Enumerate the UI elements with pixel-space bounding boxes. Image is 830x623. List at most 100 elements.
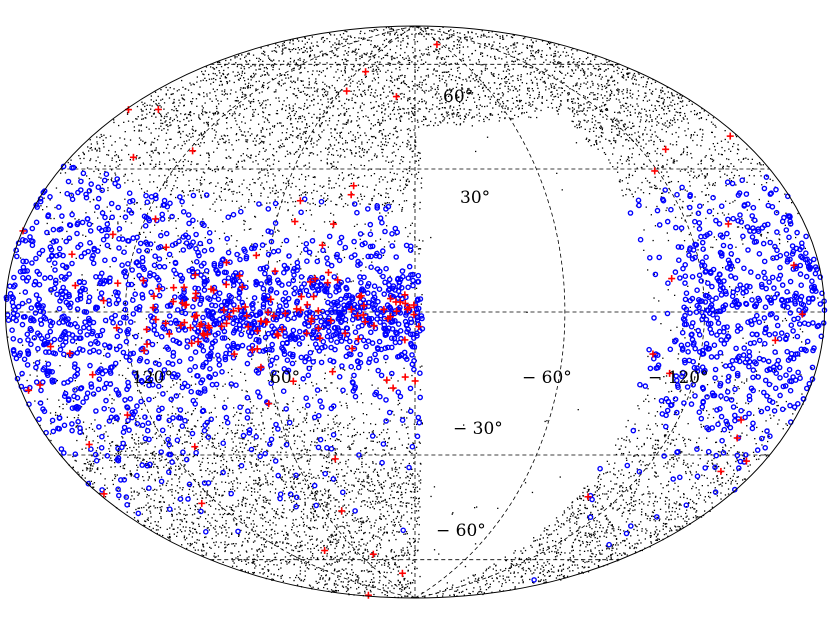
background-point (339, 196, 341, 198)
background-point (289, 119, 292, 121)
background-point (418, 66, 420, 69)
background-point (258, 57, 260, 60)
background-point (427, 46, 429, 48)
background-point (662, 522, 665, 525)
background-point (514, 50, 517, 52)
background-point (652, 110, 654, 112)
background-point (590, 513, 592, 515)
background-point (474, 543, 477, 545)
background-point (231, 532, 233, 534)
background-point (557, 569, 560, 571)
background-point (490, 72, 492, 74)
background-point (602, 507, 604, 509)
background-point (684, 115, 686, 117)
background-point (326, 163, 329, 165)
background-point (609, 505, 612, 507)
background-point (626, 68, 628, 70)
background-point (450, 63, 452, 65)
background-point (214, 434, 216, 436)
background-point (307, 548, 309, 550)
background-point (280, 577, 282, 579)
background-point (452, 116, 454, 118)
background-point (513, 571, 515, 573)
background-point (146, 190, 148, 192)
background-point (366, 39, 369, 41)
background-point (377, 480, 379, 482)
background-point (345, 590, 348, 593)
background-point (271, 537, 273, 539)
background-point (221, 472, 223, 475)
background-point (368, 532, 371, 534)
background-point (383, 515, 385, 518)
background-point (287, 435, 289, 437)
background-point (498, 581, 500, 583)
background-point (109, 266, 111, 268)
background-point (316, 538, 318, 540)
background-point (600, 478, 602, 480)
background-point (351, 51, 353, 53)
background-point (157, 521, 159, 523)
background-point (199, 463, 202, 465)
background-point (645, 532, 647, 534)
background-point (655, 185, 657, 187)
background-point (344, 203, 347, 205)
background-point (618, 111, 620, 113)
background-point (335, 533, 338, 535)
background-point (663, 465, 665, 468)
background-point (369, 203, 371, 205)
background-point (651, 120, 653, 122)
background-point (610, 89, 612, 91)
background-point (448, 101, 450, 103)
background-point (255, 367, 257, 369)
background-point (380, 122, 383, 124)
background-point (160, 99, 162, 101)
background-point (579, 104, 581, 106)
background-point (499, 83, 501, 86)
background-point (289, 561, 291, 563)
background-point (324, 354, 326, 356)
background-point (435, 48, 437, 50)
background-point (564, 539, 566, 541)
background-point (311, 137, 313, 140)
background-point (171, 494, 173, 496)
background-point (141, 118, 143, 120)
background-point (244, 122, 246, 124)
background-point (208, 504, 210, 506)
background-point (650, 214, 652, 216)
background-point (398, 60, 400, 63)
background-point (489, 102, 491, 104)
background-point (266, 169, 269, 172)
background-point (485, 568, 488, 570)
background-point (436, 106, 438, 108)
background-point (281, 45, 284, 47)
background-point (327, 480, 329, 483)
background-point (614, 474, 616, 476)
background-point (368, 119, 370, 122)
background-point (274, 492, 276, 494)
background-point (423, 90, 425, 92)
background-point (399, 505, 401, 507)
background-point (564, 74, 567, 76)
background-point (649, 535, 651, 537)
background-point (642, 192, 645, 194)
background-point (267, 119, 269, 122)
background-point (104, 165, 106, 167)
background-point (142, 103, 144, 106)
background-point (646, 464, 648, 466)
background-point (244, 206, 246, 209)
background-point (694, 131, 696, 133)
background-point (142, 434, 144, 436)
background-point (621, 554, 623, 556)
background-point (436, 56, 438, 58)
background-point (313, 64, 316, 67)
background-point (325, 490, 327, 492)
background-point (705, 194, 707, 196)
background-point (129, 446, 131, 449)
background-point (715, 470, 717, 472)
background-point (408, 86, 410, 88)
background-point (197, 449, 199, 451)
background-point (379, 61, 381, 63)
background-point (295, 64, 297, 66)
background-point (622, 482, 624, 484)
background-point (607, 547, 609, 549)
